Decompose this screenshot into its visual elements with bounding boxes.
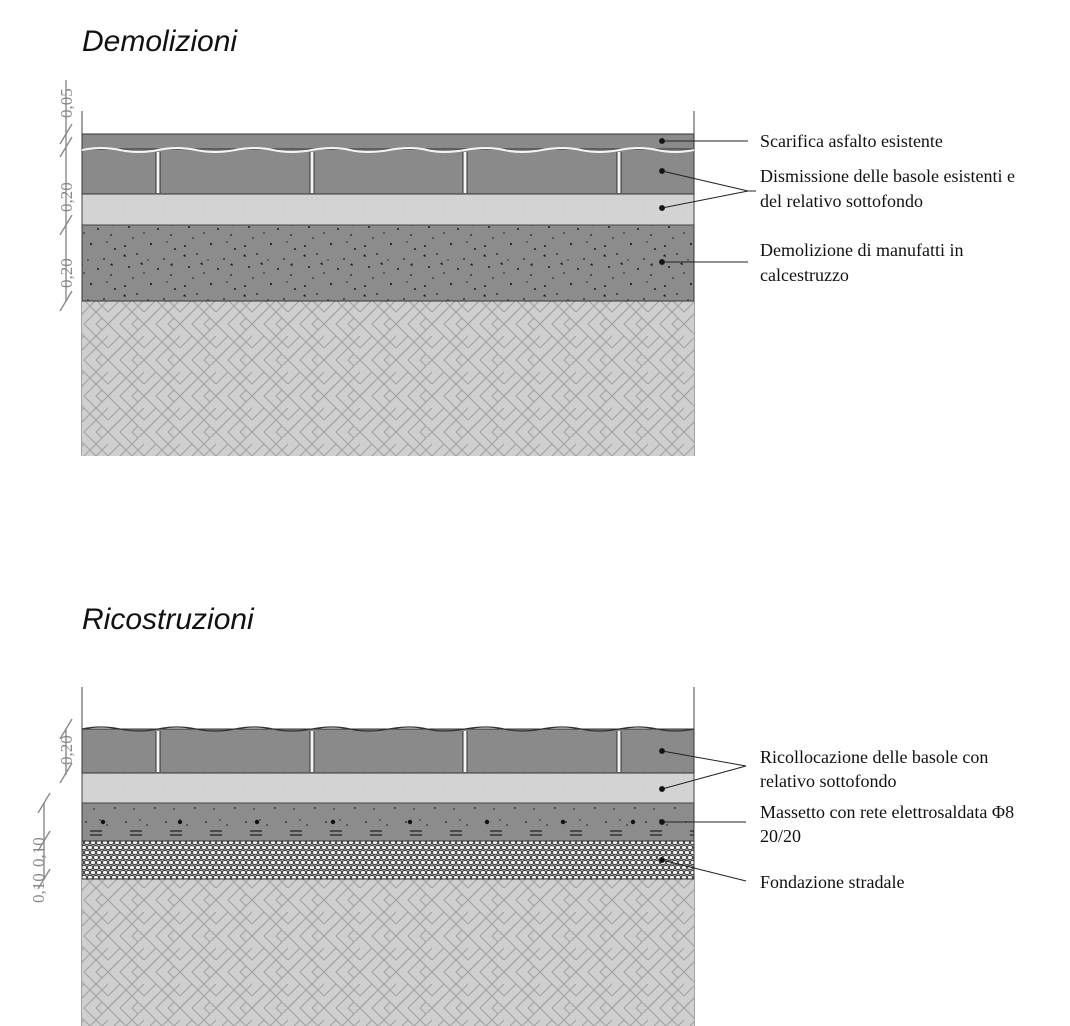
- terreno-layer-2: [82, 879, 694, 1026]
- leader-fondazione: [661, 859, 747, 882]
- dim-demolizioni-2: 0,20: [57, 182, 76, 212]
- dim-ricostruzioni-1: 0,20: [57, 735, 76, 765]
- calcestruzzo-layer: [81, 224, 695, 302]
- basole-top-wave: [81, 147, 695, 153]
- basole-joints-2: [156, 731, 621, 772]
- dimension-chain-ricostruzioni-lower: [37, 792, 51, 890]
- basole-layer-2: [81, 728, 695, 774]
- ricostruzioni-title: Ricostruzioni: [82, 603, 255, 636]
- basole-layer: [81, 148, 695, 195]
- sottofondo-layer-2: [81, 772, 695, 804]
- label-ricollocazione-basole-2: relativo sottofondo: [760, 771, 896, 791]
- ricostruzioni-section: Ricostruzioni: [29, 603, 1014, 1026]
- label-dismissione-basole: Dismissione delle basole esistenti e: [760, 166, 1015, 186]
- label-demolizione-calcestruzzo-2: calcestruzzo: [760, 265, 849, 285]
- dim-ricostruzioni-3: 0,10: [29, 873, 48, 903]
- sottofondo-layer: [81, 193, 695, 226]
- fondazione-layer: [81, 840, 695, 880]
- label-demolizione-calcestruzzo: Demolizione di manufatti in: [760, 240, 963, 260]
- dim-demolizioni-3: 0,20: [57, 258, 76, 288]
- label-scarifica-asfalto: Scarifica asfalto esistente: [760, 131, 943, 151]
- basole-joints: [156, 152, 621, 193]
- dimension-chain-demolizioni: [59, 80, 73, 312]
- leader-ricollocazione: [661, 750, 747, 790]
- dim-ricostruzioni-2: 0,10: [29, 837, 48, 867]
- terreno-layer: [82, 301, 694, 456]
- basole-top-wave-2: [81, 726, 695, 732]
- label-ricollocazione-basole: Ricollocazione delle basole con: [760, 747, 988, 767]
- dimension-chain-ricostruzioni-upper: [59, 718, 73, 784]
- massetto-layer: [81, 802, 695, 842]
- label-massetto: Massetto con rete elettrosaldata Φ8: [760, 802, 1014, 822]
- asfalto-layer: [81, 133, 695, 150]
- dim-demolizioni-1: 0,05: [57, 88, 76, 118]
- demolizioni-title: Demolizioni: [82, 25, 238, 58]
- label-dismissione-basole-2: del relativo sottofondo: [760, 191, 923, 211]
- demolizioni-section: Demolizioni: [57, 25, 1015, 456]
- rete-elettrosaldata: [100, 819, 636, 825]
- label-fondazione-stradale: Fondazione stradale: [760, 872, 904, 892]
- label-massetto-2: 20/20: [760, 826, 801, 846]
